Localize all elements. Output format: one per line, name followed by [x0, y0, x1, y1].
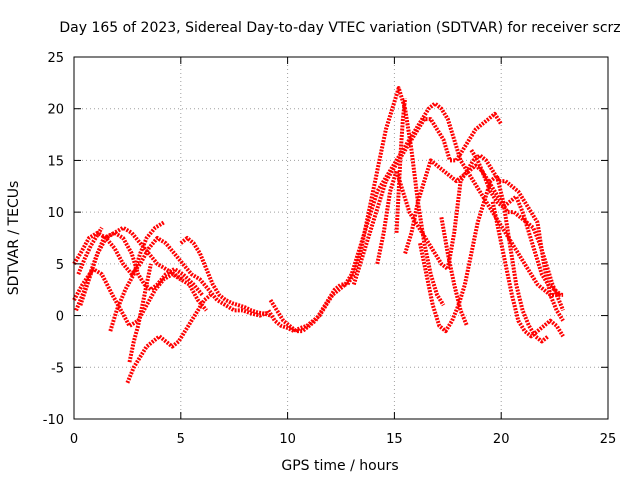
y-axis-label: SDTVAR / TECUs	[6, 181, 22, 296]
series-pass-19	[394, 98, 408, 233]
series-pass-12	[351, 111, 503, 286]
y-tick-label: 0	[56, 310, 64, 325]
x-tick-label: 10	[279, 432, 296, 447]
series-pass-10	[268, 86, 446, 334]
series-pass-4	[78, 225, 184, 306]
series-pass-3	[74, 230, 204, 312]
series-pass-5	[76, 226, 104, 275]
series-pass-1	[72, 267, 208, 328]
series-pass-16	[439, 216, 469, 327]
series-pass-14	[403, 158, 565, 312]
series-pass-9	[179, 236, 272, 318]
x-tick-label: 20	[493, 432, 510, 447]
series-pass-17	[490, 201, 565, 339]
series-pass-8	[127, 263, 153, 363]
y-tick-label: 10	[47, 206, 64, 221]
chart-title: Day 165 of 2023, Sidereal Day-to-day VTE…	[59, 20, 620, 36]
y-tick-label: -5	[51, 361, 64, 376]
series-layer	[72, 86, 565, 384]
x-tick-label: 5	[177, 432, 185, 447]
grid-layer	[74, 57, 608, 419]
series-pass-6	[125, 293, 212, 384]
y-tick-label: -10	[43, 413, 64, 428]
series-pass-13	[375, 153, 565, 322]
plot-frame	[73, 56, 609, 420]
y-tick-label: 20	[47, 103, 64, 118]
x-tick-label: 25	[600, 432, 617, 447]
y-tick-label: 25	[47, 51, 64, 66]
x-tick-label: 0	[70, 432, 78, 447]
x-axis-label: GPS time / hours	[281, 458, 398, 474]
series-pass-15	[418, 173, 550, 344]
tick-layer: 0 5 10 15 20 25 -10 -5 0 5 10 15 20 25	[43, 51, 617, 447]
y-tick-label: 5	[56, 258, 64, 273]
x-tick-label: 15	[386, 432, 403, 447]
y-tick-label: 15	[47, 154, 64, 169]
